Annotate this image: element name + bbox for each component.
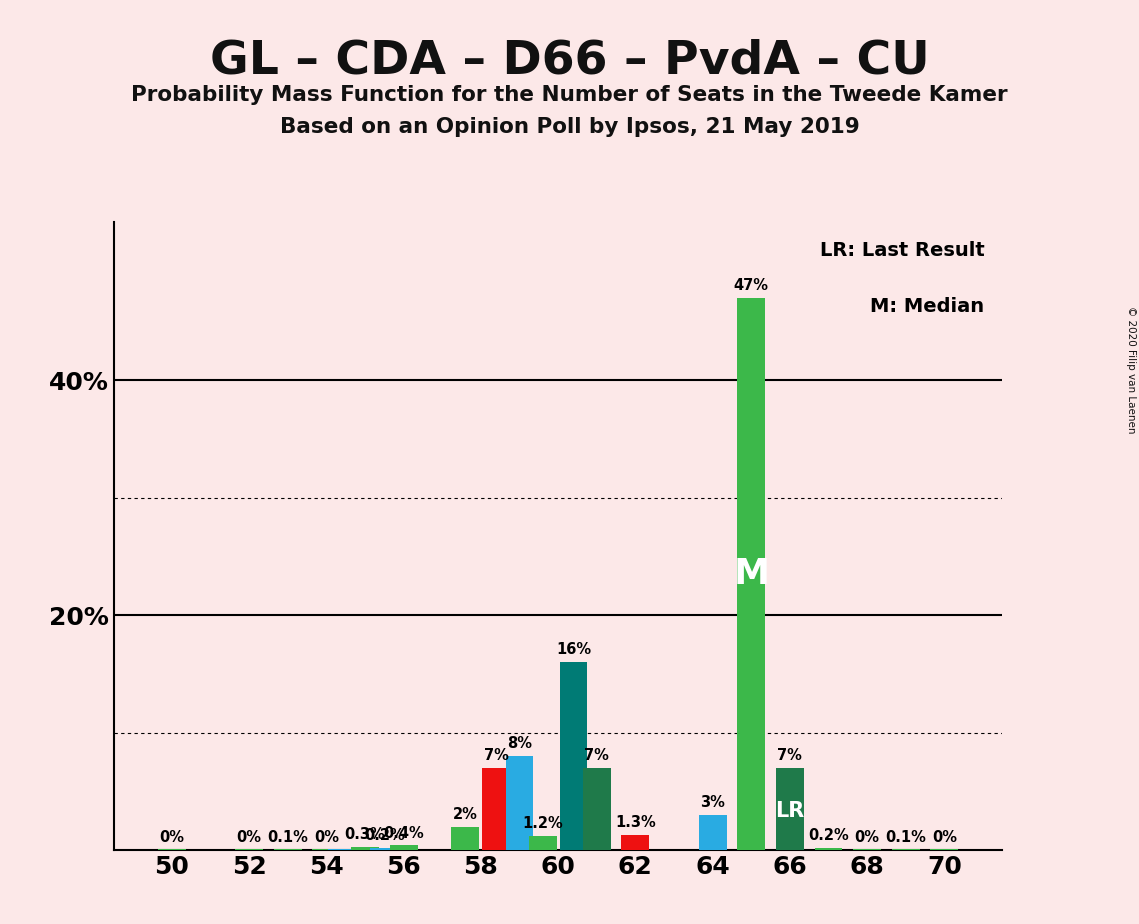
Bar <box>451 827 480 850</box>
Text: 0%: 0% <box>159 831 185 845</box>
Text: 8%: 8% <box>507 736 532 751</box>
Bar <box>390 845 418 850</box>
Text: 0.2%: 0.2% <box>364 828 404 843</box>
Bar <box>698 815 727 850</box>
Text: Probability Mass Function for the Number of Seats in the Tweede Kamer: Probability Mass Function for the Number… <box>131 85 1008 105</box>
Bar <box>351 846 379 850</box>
Text: 0.2%: 0.2% <box>809 828 849 843</box>
Text: 0%: 0% <box>854 831 879 845</box>
Text: 7%: 7% <box>484 748 509 763</box>
Text: 0.1%: 0.1% <box>885 831 926 845</box>
Text: GL – CDA – D66 – PvdA – CU: GL – CDA – D66 – PvdA – CU <box>210 39 929 84</box>
Text: M: M <box>734 557 769 591</box>
Bar <box>559 663 588 850</box>
Text: LR: LR <box>776 801 804 821</box>
Bar <box>483 768 510 850</box>
Text: 7%: 7% <box>584 748 609 763</box>
Text: LR: Last Result: LR: Last Result <box>820 240 984 260</box>
Bar <box>506 756 533 850</box>
Bar <box>892 849 919 850</box>
Bar <box>273 849 302 850</box>
Text: 1.2%: 1.2% <box>523 816 563 832</box>
Text: 1.3%: 1.3% <box>615 815 656 830</box>
Text: 0.3%: 0.3% <box>345 827 385 842</box>
Text: 0.4%: 0.4% <box>383 826 424 841</box>
Text: 16%: 16% <box>556 642 591 658</box>
Text: 47%: 47% <box>734 278 769 294</box>
Text: M: Median: M: Median <box>870 298 984 316</box>
Bar <box>583 768 611 850</box>
Bar <box>814 847 843 850</box>
Text: 2%: 2% <box>453 807 478 821</box>
Text: © 2020 Filip van Laenen: © 2020 Filip van Laenen <box>1126 306 1136 433</box>
Bar <box>370 847 399 850</box>
Text: 7%: 7% <box>778 748 802 763</box>
Bar <box>528 836 557 850</box>
Bar <box>737 298 765 850</box>
Text: 0.1%: 0.1% <box>268 831 309 845</box>
Text: 0%: 0% <box>314 831 338 845</box>
Text: Based on an Opinion Poll by Ipsos, 21 May 2019: Based on an Opinion Poll by Ipsos, 21 Ma… <box>280 117 859 138</box>
Bar <box>622 834 649 850</box>
Text: 0%: 0% <box>932 831 957 845</box>
Bar <box>776 768 804 850</box>
Text: 0%: 0% <box>237 831 262 845</box>
Text: 3%: 3% <box>700 796 726 810</box>
